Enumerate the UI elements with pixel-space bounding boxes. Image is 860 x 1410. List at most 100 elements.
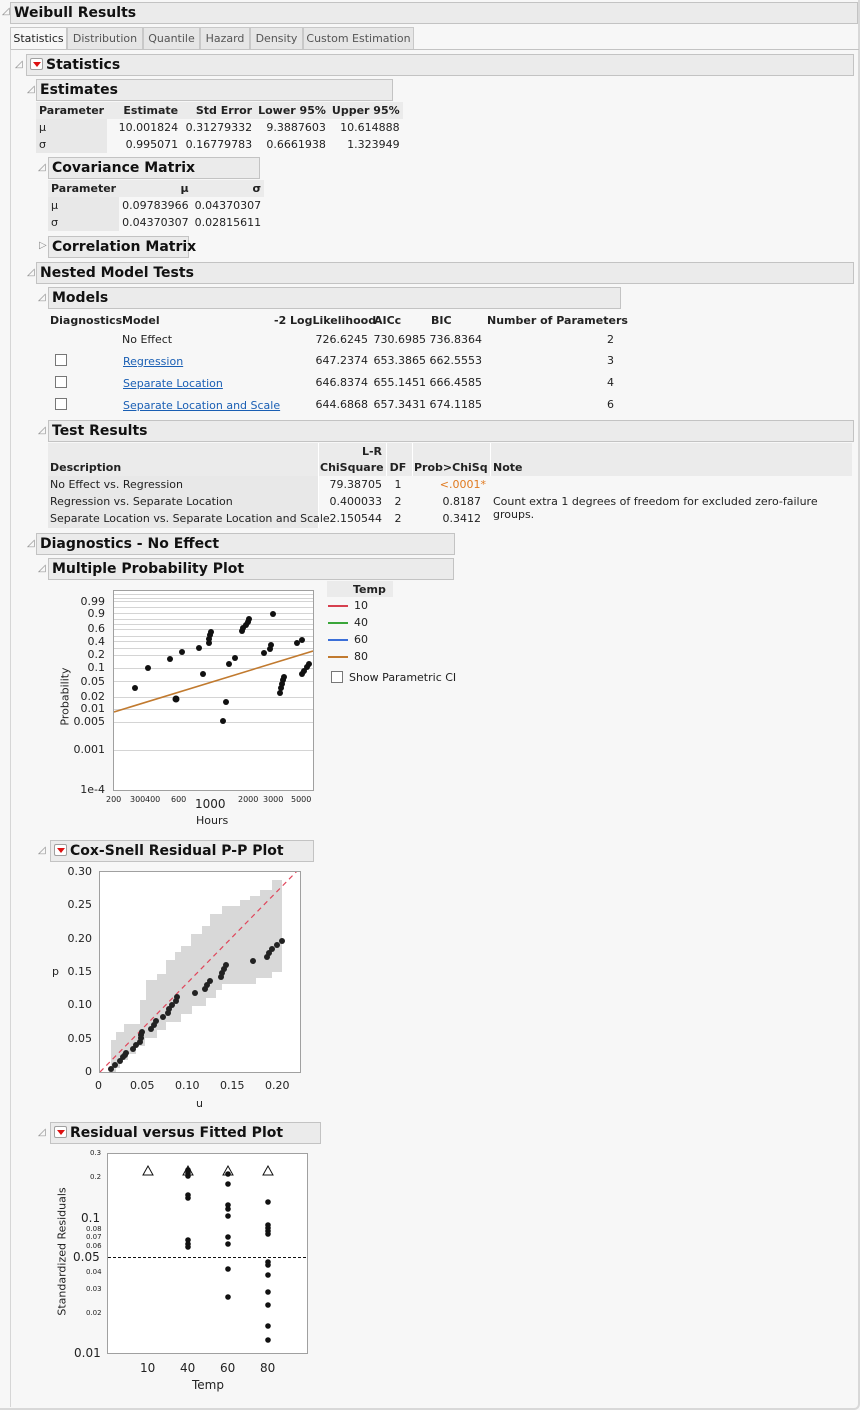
model-nparams: 6: [607, 398, 614, 411]
x-tick: 80: [260, 1361, 276, 1375]
residual-plot-frame[interactable]: [107, 1153, 308, 1354]
model-bic: 736.8364: [429, 333, 483, 346]
x-tick: 0.20: [265, 1079, 290, 1092]
collapse-triangle-icon[interactable]: ◿: [27, 267, 35, 278]
table-row: μ 0.09783966 0.04370307: [48, 197, 264, 214]
tests-col-chisquare: ChiSquare: [320, 461, 384, 474]
model-aicc: 657.3431: [373, 398, 427, 411]
x-tick: 1000: [195, 797, 226, 811]
x-tick: 0.15: [220, 1079, 245, 1092]
models-col-aicc: AICc: [374, 314, 402, 327]
y-tick: 0.03: [86, 1285, 102, 1293]
x-tick: 300: [130, 795, 146, 804]
legend-item-10[interactable]: 10: [354, 599, 368, 612]
y-tick: 0.4: [87, 635, 106, 648]
x-tick: 0.10: [175, 1079, 200, 1092]
residual-fitted-header[interactable]: Residual versus Fitted Plot: [50, 1122, 321, 1144]
y-tick: 0.2: [90, 1173, 102, 1181]
diagnostics-checkbox-separate-location[interactable]: [55, 376, 67, 388]
tab-distribution[interactable]: Distribution: [67, 27, 143, 49]
y-tick: 0.01: [74, 1346, 101, 1360]
covariance-matrix-header[interactable]: Covariance Matrix: [48, 157, 260, 179]
column-divider: [412, 443, 413, 476]
cox-snell-y-label: p: [52, 965, 59, 978]
column-divider: [318, 443, 319, 528]
probability-plot-frame[interactable]: [113, 590, 314, 791]
y-tick: 0.1: [81, 1211, 101, 1225]
correlation-matrix-header[interactable]: Correlation Matrix: [48, 236, 196, 258]
collapse-triangle-icon[interactable]: ◿: [38, 162, 46, 173]
collapse-triangle-icon[interactable]: ◿: [15, 59, 23, 70]
diagnostics-header[interactable]: Diagnostics - No Effect: [36, 533, 455, 555]
diagnostics-checkbox-separate-location-scale[interactable]: [55, 398, 67, 410]
test-chisq: 79.38705: [329, 478, 383, 491]
y-tick: 0.15: [67, 965, 93, 978]
models-header[interactable]: Models: [48, 287, 621, 309]
model-link-regression[interactable]: Regression: [123, 355, 184, 368]
estimates-table: Parameter Estimate Std Error Lower 95% U…: [36, 102, 403, 153]
y-tick: 0.6: [87, 622, 106, 635]
tests-col-description: Description: [50, 461, 122, 474]
tab-quantile[interactable]: Quantile: [143, 27, 200, 49]
x-tick: 0: [95, 1079, 102, 1092]
legend-item-60[interactable]: 60: [354, 633, 368, 646]
weibull-results-header[interactable]: Weibull Results: [10, 2, 858, 24]
column-divider: [490, 443, 491, 476]
cox-snell-svg: [100, 872, 297, 1072]
y-tick: 0.20: [67, 932, 93, 945]
collapse-triangle-icon[interactable]: ◿: [38, 1127, 46, 1138]
estimates-header[interactable]: Estimates: [36, 79, 393, 101]
models-col-bic: BIC: [431, 314, 452, 327]
model-aicc: 655.1451: [373, 376, 427, 389]
show-parametric-ci-label[interactable]: Show Parametric CI: [349, 671, 457, 684]
model-nparams: 2: [607, 333, 614, 346]
red-menu-triangle-icon[interactable]: [54, 844, 67, 856]
collapse-triangle-icon[interactable]: ◿: [2, 6, 10, 17]
cox-snell-x-label: u: [196, 1097, 203, 1110]
collapse-triangle-icon[interactable]: ◿: [38, 563, 46, 574]
tab-statistics[interactable]: Statistics: [10, 27, 67, 50]
tab-custom-estimation[interactable]: Custom Estimation: [303, 27, 414, 49]
model-nparams: 4: [607, 376, 614, 389]
statistics-header[interactable]: Statistics: [26, 54, 854, 76]
diagnostics-checkbox-regression[interactable]: [55, 354, 67, 366]
x-tick: 600: [171, 795, 187, 804]
test-results-header-row: [48, 443, 852, 476]
model-aicc: 730.6985: [373, 333, 427, 346]
test-results-header[interactable]: Test Results: [48, 420, 854, 442]
red-menu-triangle-icon[interactable]: [30, 58, 43, 70]
table-row: μ 10.001824 0.31279332 9.3887603 10.6148…: [36, 119, 403, 136]
red-menu-triangle-icon[interactable]: [54, 1126, 67, 1138]
model-link-separate-location-scale[interactable]: Separate Location and Scale: [123, 399, 281, 412]
tab-hazard[interactable]: Hazard: [200, 27, 250, 49]
legend-item-40[interactable]: 40: [354, 616, 368, 629]
collapse-triangle-icon[interactable]: ◿: [38, 425, 46, 436]
tab-density[interactable]: Density: [250, 27, 303, 49]
collapse-triangle-icon[interactable]: ◿: [27, 538, 35, 549]
collapse-triangle-icon[interactable]: ◿: [38, 845, 46, 856]
x-tick: 400: [145, 795, 161, 804]
legend-swatch-60: [328, 639, 348, 641]
multiple-probability-plot-header[interactable]: Multiple Probability Plot: [48, 558, 454, 580]
column-divider: [386, 443, 387, 476]
cox-snell-plot-frame[interactable]: [99, 871, 301, 1073]
y-tick: 1e-4: [80, 783, 105, 796]
y-tick: 0.01: [80, 702, 106, 715]
y-tick: 0.3: [90, 1149, 102, 1157]
collapse-triangle-icon[interactable]: ◿: [38, 292, 46, 303]
legend-title: Temp: [353, 583, 386, 596]
show-parametric-ci-checkbox[interactable]: [331, 671, 343, 683]
model-link-separate-location[interactable]: Separate Location: [123, 377, 223, 390]
nested-model-tests-header[interactable]: Nested Model Tests: [36, 262, 854, 284]
test-df: 1: [394, 478, 402, 491]
test-chisq: 0.400033: [329, 495, 383, 508]
y-tick: 0.04: [86, 1268, 102, 1276]
model-bic: 666.4585: [429, 376, 483, 389]
y-tick: 0.2: [87, 648, 106, 661]
legend-item-80[interactable]: 80: [354, 650, 368, 663]
cox-snell-header[interactable]: Cox-Snell Residual P-P Plot: [50, 840, 314, 862]
legend-swatch-40: [328, 622, 348, 624]
expand-triangle-icon[interactable]: ▷: [39, 240, 47, 251]
models-col-model: Model: [122, 314, 160, 327]
collapse-triangle-icon[interactable]: ◿: [27, 84, 35, 95]
